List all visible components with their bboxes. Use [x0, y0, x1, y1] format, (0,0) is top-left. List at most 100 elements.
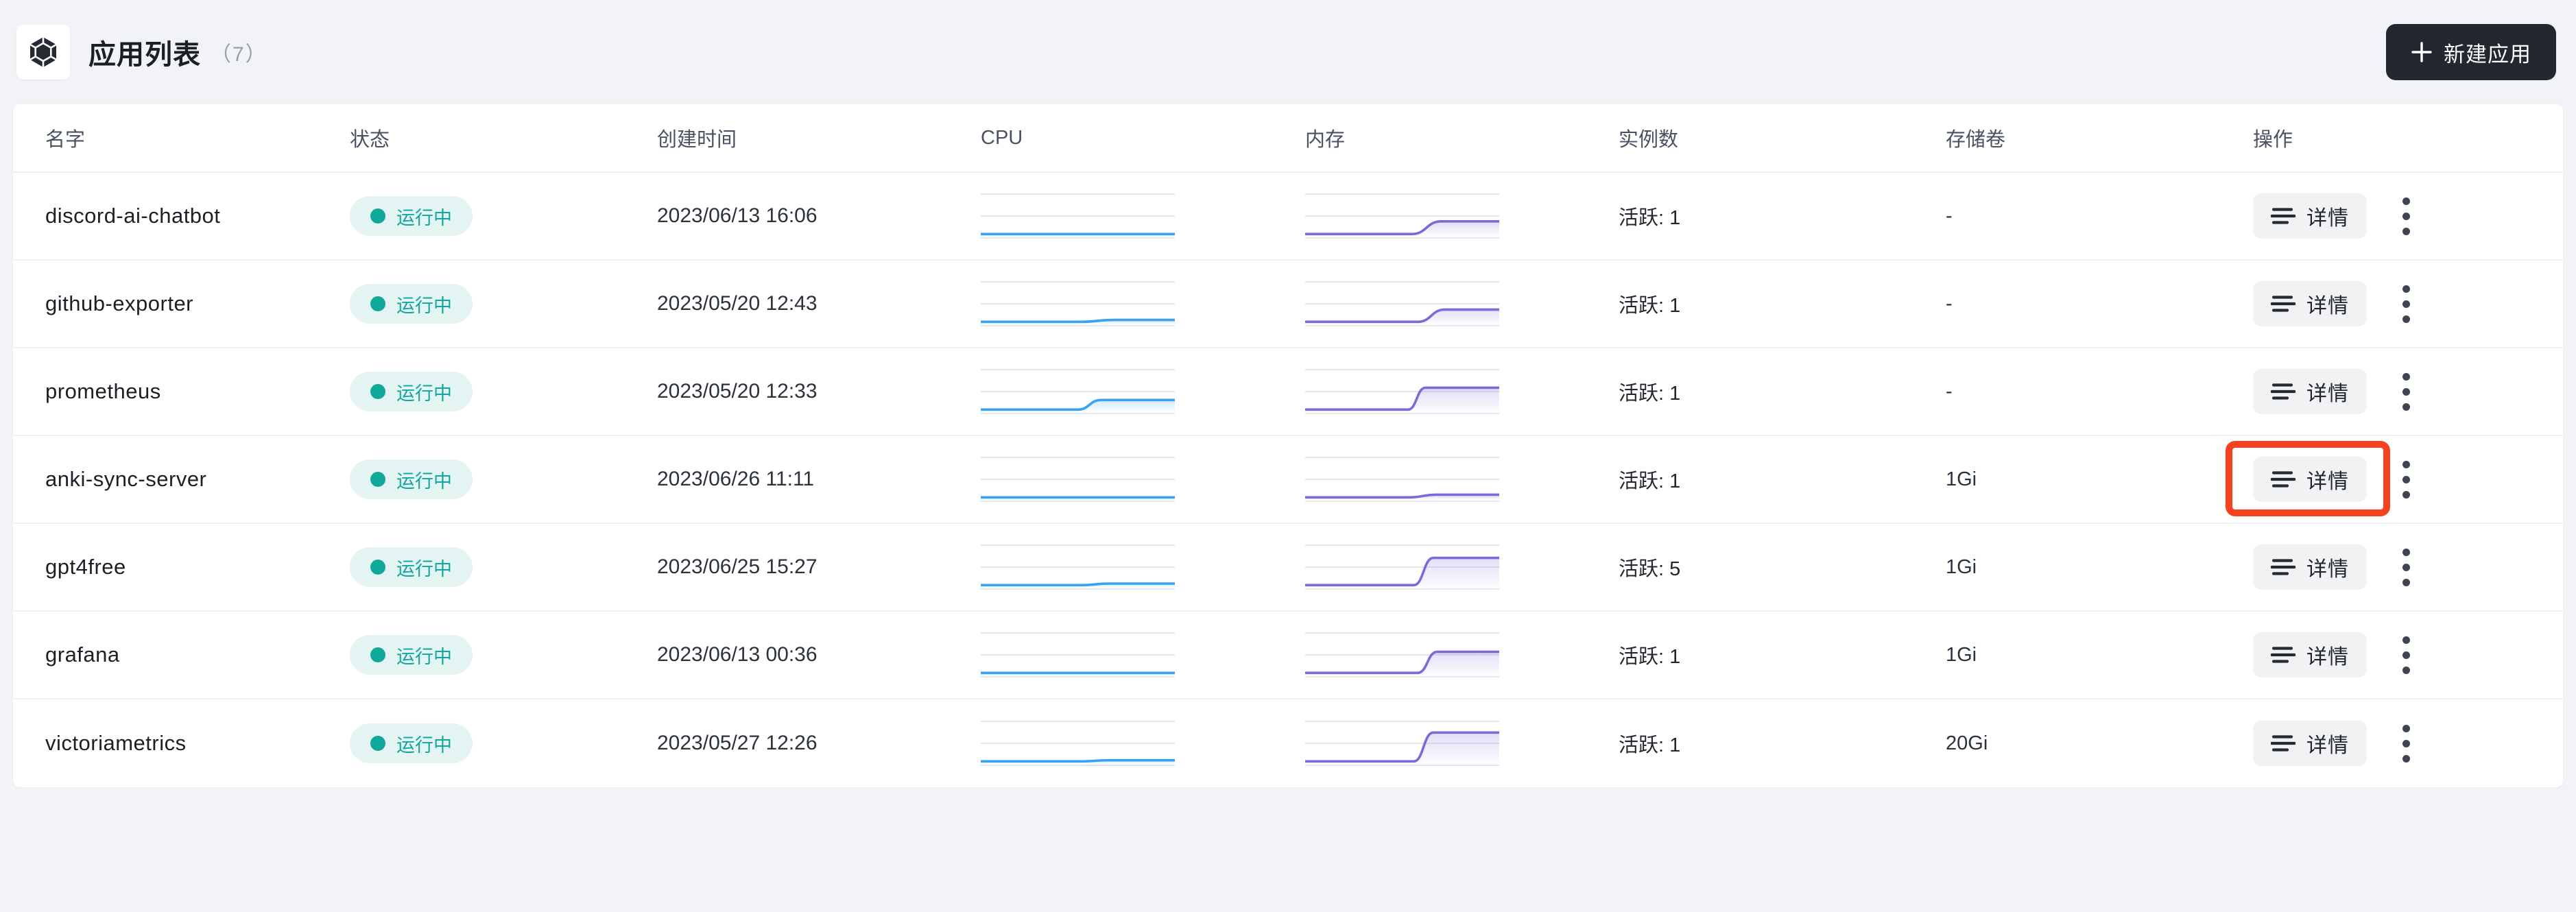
col-header-created: 创建时间: [657, 129, 737, 151]
status-label: 运行中: [396, 646, 452, 667]
kebab-icon: [2402, 197, 2410, 205]
status-label: 运行中: [396, 295, 452, 316]
table-row: victoriametrics 运行中 2023/05/27 12:26 活跃:…: [13, 699, 2563, 787]
list-lines-icon: [2271, 559, 2295, 575]
details-label: 详情: [2306, 734, 2349, 757]
app-name: victoriametrics: [45, 731, 187, 755]
cpu-sparkline: [981, 541, 1305, 593]
memory-sparkline: [1305, 190, 1619, 242]
gem-hexagon-icon: [29, 37, 57, 67]
list-lines-icon: [2271, 471, 2295, 488]
created-time: 2023/06/25 15:27: [657, 555, 818, 578]
details-label: 详情: [2306, 383, 2349, 405]
kebab-icon: [2402, 724, 2410, 732]
col-header-memory: 内存: [1305, 129, 1346, 151]
app-count: （7）: [211, 43, 267, 66]
table-row: discord-ai-chatbot 运行中 2023/06/13 16:06 …: [13, 173, 2563, 261]
list-lines-icon: [2271, 735, 2295, 752]
instance-count: 活跃: 1: [1619, 383, 1681, 405]
table-row: github-exporter 运行中 2023/05/20 12:43 活跃:…: [13, 261, 2563, 348]
cpu-sparkline: [981, 278, 1305, 330]
status-label: 运行中: [396, 383, 452, 404]
kebab-icon: [2402, 460, 2410, 468]
more-actions-button[interactable]: [2397, 368, 2416, 416]
col-header-actions: 操作: [2253, 129, 2293, 151]
table-header-row: 名字 状态 创建时间 CPU 内存 实例数 存储卷 操作: [13, 104, 2563, 173]
kebab-icon: [2402, 548, 2410, 556]
cpu-sparkline: [981, 717, 1305, 769]
more-actions-button[interactable]: [2397, 631, 2416, 680]
details-button[interactable]: 详情: [2253, 632, 2367, 677]
col-header-status: 状态: [350, 129, 390, 151]
storage-volume: -: [1946, 204, 1953, 227]
memory-sparkline: [1305, 453, 1619, 505]
new-app-button[interactable]: 新建应用: [2386, 24, 2556, 80]
details-label: 详情: [2306, 207, 2349, 230]
created-time: 2023/05/20 12:33: [657, 380, 818, 403]
status-dot-icon: [370, 647, 385, 662]
status-dot-icon: [370, 384, 385, 399]
kebab-icon: [2402, 285, 2410, 293]
created-time: 2023/06/13 00:36: [657, 643, 818, 666]
status-badge: 运行中: [350, 372, 473, 411]
details-button[interactable]: 详情: [2253, 721, 2367, 766]
created-time: 2023/05/27 12:26: [657, 732, 818, 754]
more-actions-button[interactable]: [2397, 192, 2416, 241]
created-time: 2023/06/13 16:06: [657, 204, 818, 227]
new-app-label: 新建应用: [2444, 42, 2531, 67]
storage-volume: 1Gi: [1946, 468, 1977, 490]
app-name: prometheus: [45, 379, 161, 403]
table-row: gpt4free 运行中 2023/06/25 15:27 活跃: 5 1Gi: [13, 524, 2563, 612]
status-badge: 运行中: [350, 459, 473, 499]
status-label: 运行中: [396, 734, 452, 756]
table-row: grafana 运行中 2023/06/13 00:36 活跃: 1 1Gi: [13, 612, 2563, 699]
status-label: 运行中: [396, 558, 452, 579]
details-button[interactable]: 详情: [2253, 457, 2367, 502]
status-dot-icon: [370, 472, 385, 487]
status-dot-icon: [370, 208, 385, 224]
more-actions-button[interactable]: [2397, 280, 2416, 328]
kebab-icon: [2402, 372, 2410, 381]
instance-count: 活跃: 1: [1619, 646, 1681, 668]
created-time: 2023/06/26 11:11: [657, 468, 815, 490]
memory-sparkline: [1305, 717, 1619, 769]
memory-sparkline: [1305, 629, 1619, 681]
list-lines-icon: [2271, 296, 2295, 312]
details-label: 详情: [2306, 646, 2349, 669]
storage-volume: -: [1946, 380, 1953, 403]
app-table-card: 名字 状态 创建时间 CPU 内存 实例数 存储卷 操作 discord-ai-…: [13, 104, 2563, 787]
status-label: 运行中: [396, 470, 452, 492]
more-actions-button[interactable]: [2397, 543, 2416, 592]
cpu-sparkline: [981, 453, 1305, 505]
details-button[interactable]: 详情: [2253, 544, 2367, 590]
plus-icon: [2411, 42, 2432, 62]
storage-volume: 1Gi: [1946, 555, 1977, 578]
col-header-cpu: CPU: [981, 126, 1023, 149]
memory-sparkline: [1305, 541, 1619, 593]
app-name: github-exporter: [45, 291, 194, 315]
details-button[interactable]: 详情: [2253, 281, 2367, 326]
memory-sparkline: [1305, 278, 1619, 330]
more-actions-button[interactable]: [2397, 455, 2416, 504]
table-row: anki-sync-server 运行中 2023/06/26 11:11 活跃…: [13, 436, 2563, 524]
app-name: anki-sync-server: [45, 467, 207, 491]
storage-volume: 1Gi: [1946, 643, 1977, 666]
instance-count: 活跃: 1: [1619, 734, 1681, 756]
storage-volume: 20Gi: [1946, 732, 1988, 754]
status-dot-icon: [370, 736, 385, 751]
status-dot-icon: [370, 560, 385, 575]
created-time: 2023/05/20 12:43: [657, 292, 818, 315]
col-header-instances: 实例数: [1619, 129, 1679, 151]
storage-volume: -: [1946, 292, 1953, 315]
status-badge: 运行中: [350, 547, 473, 587]
app-name: gpt4free: [45, 555, 126, 579]
status-badge: 运行中: [350, 284, 473, 324]
details-label: 详情: [2306, 470, 2349, 493]
details-button[interactable]: 详情: [2253, 193, 2367, 239]
app-name: discord-ai-chatbot: [45, 204, 221, 228]
cpu-sparkline: [981, 365, 1305, 418]
more-actions-button[interactable]: [2397, 719, 2416, 768]
details-button[interactable]: 详情: [2253, 369, 2367, 414]
app-logo: [16, 25, 70, 80]
